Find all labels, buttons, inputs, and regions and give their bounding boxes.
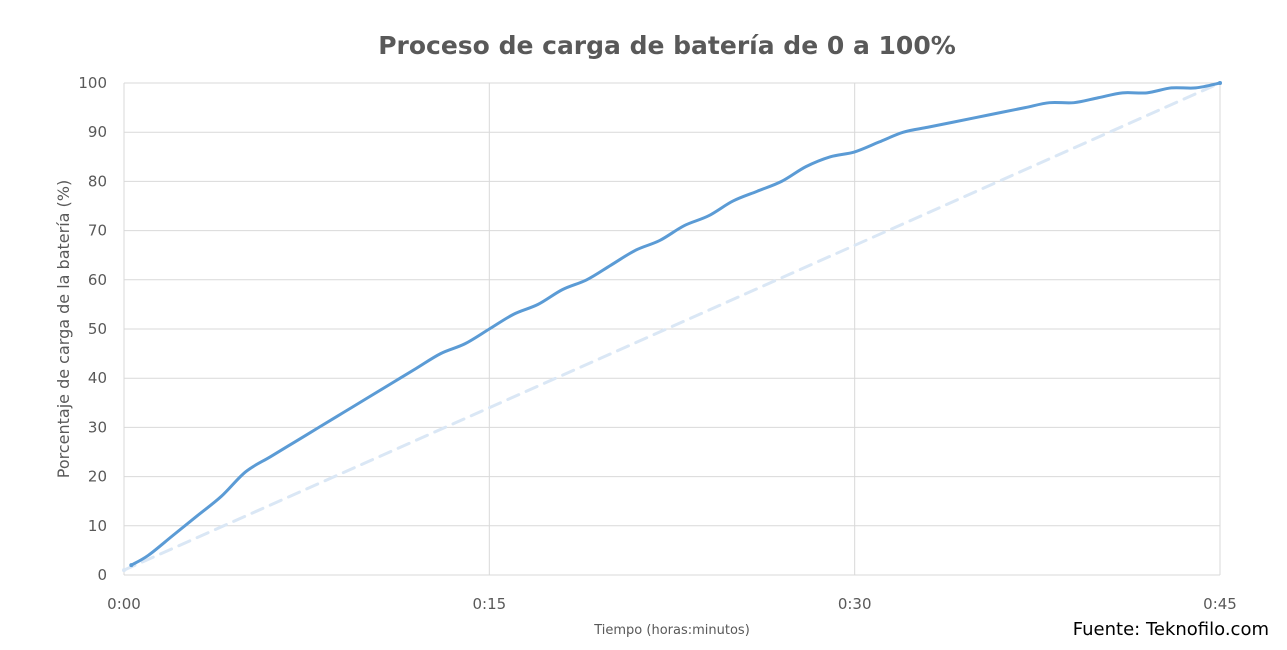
x-tick-label: 0:45 (1203, 595, 1237, 613)
y-tick-label: 100 (78, 74, 107, 92)
y-tick-label: 10 (88, 517, 107, 535)
series-start-point (122, 568, 126, 573)
x-tick-label: 0:00 (107, 595, 141, 613)
chart-title: Proceso de carga de batería de 0 a 100% (378, 31, 956, 60)
y-tick-label: 70 (88, 222, 107, 240)
x-axis-label: Tiempo (horas:minutos) (593, 623, 750, 638)
y-tick-label: 0 (97, 566, 107, 584)
x-axis-ticks: 0:00 0:15 0:30 0:45 (107, 595, 1237, 613)
linear-reference-line (122, 81, 1222, 572)
series-end-point (1218, 81, 1222, 85)
y-tick-label: 90 (88, 123, 107, 141)
series-start-point (129, 563, 134, 568)
y-tick-label: 30 (88, 418, 107, 436)
y-tick-label: 40 (88, 369, 107, 387)
series-group (122, 81, 1222, 573)
y-axis-ticks: 0 10 20 30 40 50 60 70 80 90 100 (78, 74, 107, 584)
x-tick-label: 0:30 (838, 595, 872, 613)
y-axis-label: Porcentaje de carga de la batería (%) (54, 180, 73, 478)
charge-curve-line (129, 81, 1222, 567)
y-tick-label: 20 (88, 468, 107, 486)
y-tick-label: 80 (88, 172, 107, 190)
y-tick-label: 60 (88, 271, 107, 289)
y-tick-label: 50 (88, 320, 107, 338)
source-credit: Fuente: Teknofilo.com (1072, 619, 1269, 640)
x-tick-label: 0:15 (472, 595, 506, 613)
